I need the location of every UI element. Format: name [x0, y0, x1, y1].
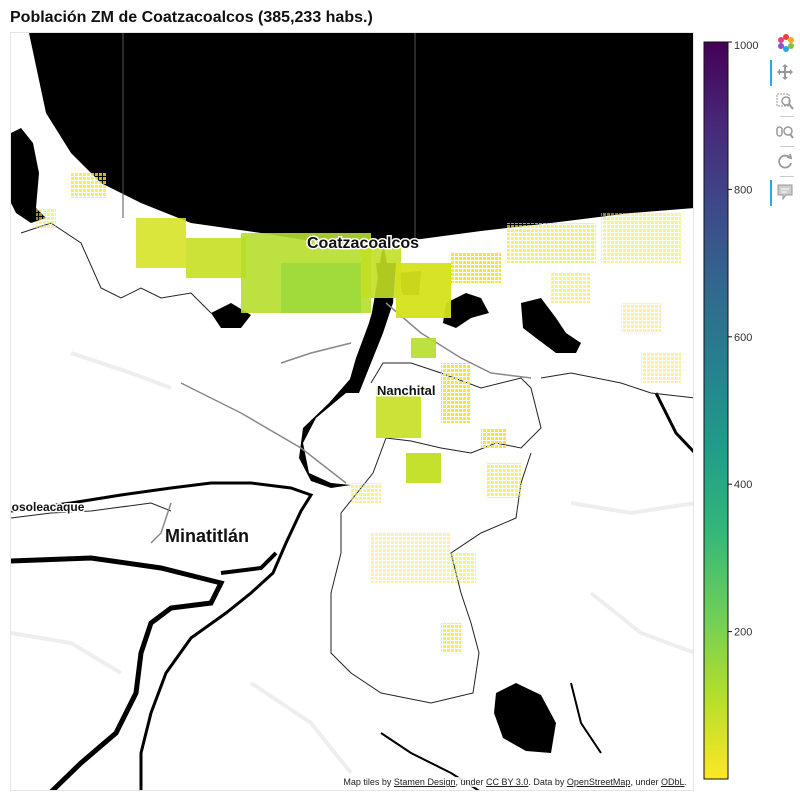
- label-cosoleacaque: Cosoleacaque: [11, 500, 85, 514]
- colorbar-gradient: [703, 41, 729, 780]
- reset-icon: [778, 153, 793, 169]
- odbl-link[interactable]: ODbL: [660, 777, 685, 787]
- hover-icon: [777, 184, 793, 201]
- osm-link[interactable]: OpenStreetMap: [566, 777, 631, 787]
- map-panel[interactable]: Coatzacoalcos Nanchital Cosoleacaque Min…: [10, 32, 694, 791]
- map-attribution: Map tiles by Stamen Design, under CC BY …: [341, 777, 689, 787]
- label-minatitlan: Minatitlán: [165, 526, 249, 546]
- pan-tool[interactable]: [770, 60, 798, 86]
- label-nanchital: Nanchital: [377, 383, 436, 398]
- reset-tool[interactable]: [770, 150, 798, 176]
- stamen-link[interactable]: Stamen Design: [393, 777, 456, 787]
- colorbar: 200 400 600 800 1000: [703, 40, 758, 780]
- label-coatzacoalcos: Coatzacoalcos: [307, 235, 419, 252]
- box-zoom-icon: [776, 93, 794, 110]
- lake: [494, 683, 556, 753]
- hover-tool[interactable]: [770, 180, 798, 206]
- map-canvas: Coatzacoalcos Nanchital Cosoleacaque Min…: [11, 33, 693, 790]
- colorbar-tick-label: 200: [734, 627, 752, 639]
- cc-by-link[interactable]: CC BY 3.0: [486, 777, 529, 787]
- box-zoom-tool[interactable]: [770, 90, 798, 116]
- wheel-zoom-icon: [776, 126, 794, 139]
- wheel-zoom-tool[interactable]: [770, 120, 798, 146]
- sea-area: [29, 33, 693, 243]
- colorbar-tick-label: 800: [734, 184, 752, 196]
- population-heat: [36, 173, 681, 653]
- bokeh-logo-icon[interactable]: [770, 30, 798, 56]
- pan-icon: [777, 64, 793, 80]
- colorbar-tick-label: 400: [734, 479, 752, 491]
- colorbar-tick-label: 1000: [734, 40, 758, 52]
- colorbar-tick-label: 600: [734, 332, 752, 344]
- plot-title: Población ZM de Coatzacoalcos (385,233 h…: [10, 9, 373, 26]
